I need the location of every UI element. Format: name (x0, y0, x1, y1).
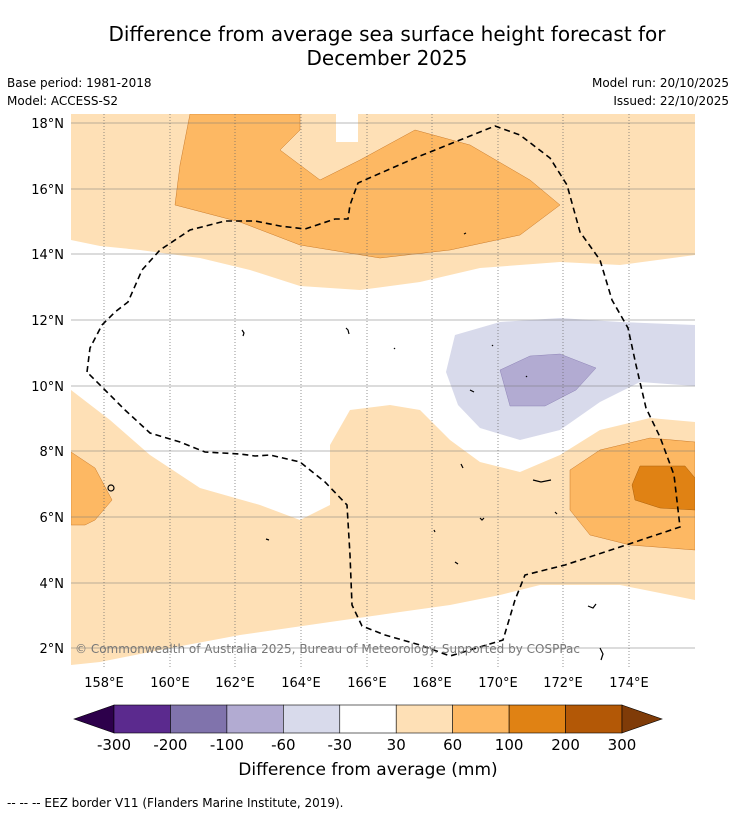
colorbar-tick-label: 30 (387, 736, 406, 754)
colorbar-tick-label: -200 (153, 736, 187, 754)
island (587, 603, 597, 609)
colorbar-extend-high (621, 704, 663, 734)
island (433, 529, 436, 533)
colorbar-segment (283, 704, 341, 734)
colorbar-tick-label: 60 (443, 736, 462, 754)
meta-left: Base period: 1981-2018 Model: ACCESS-S2 (7, 74, 152, 110)
colorbar-tick-label: -300 (97, 736, 131, 754)
base-period: Base period: 1981-2018 (7, 76, 152, 90)
island (393, 347, 396, 350)
title-line-2: December 2025 (306, 46, 468, 70)
lon-label: 166°E (347, 676, 387, 691)
title-line-1: Difference from average sea surface heig… (108, 22, 666, 46)
island (460, 463, 464, 469)
lat-label: 4°N (40, 577, 65, 592)
lon-label: 172°E (543, 676, 583, 691)
island (454, 561, 459, 565)
lon-label: 168°E (412, 676, 452, 691)
colorbar (73, 704, 663, 734)
lat-label: 8°N (40, 445, 65, 460)
eez-border (86, 125, 681, 657)
contour-30-60-south (71, 390, 695, 665)
colorbar-extend-low (73, 704, 115, 734)
colorbar-tick-label: -60 (271, 736, 296, 754)
lat-label: 6°N (40, 511, 65, 526)
model-name: Model: ACCESS-S2 (7, 94, 119, 108)
white-notch (336, 114, 358, 142)
colorbar-ticks: -300 -200 -100 -60 -30 30 60 100 200 300 (97, 736, 636, 754)
lat-label: 18°N (31, 117, 64, 132)
colorbar-tick-label: 300 (608, 736, 637, 754)
island (532, 479, 552, 483)
island (107, 484, 115, 492)
lon-label: 162°E (215, 676, 255, 691)
colorbar-label: Difference from average (mm) (238, 760, 498, 780)
lon-gridlines (103, 114, 630, 668)
island (525, 375, 528, 378)
island (241, 329, 245, 337)
eez-legend: -- -- -- EEZ border V11 (Flanders Marine… (7, 796, 344, 810)
lon-label: 158°E (84, 676, 124, 691)
colorbar-segment (113, 704, 171, 734)
colorbar-segment (508, 704, 566, 734)
colorbar-tick-label: 100 (495, 736, 524, 754)
island (599, 647, 604, 661)
contour-60-100-north (174, 114, 561, 259)
lon-labels: 158°E 160°E 162°E 164°E 166°E 168°E 170°… (84, 676, 649, 691)
lat-label: 16°N (31, 183, 64, 198)
lon-label: 164°E (281, 676, 321, 691)
meta-right: Model run: 20/10/2025 Issued: 22/10/2025 (592, 74, 729, 110)
lat-label: 14°N (31, 248, 64, 263)
colorbar-segment (339, 704, 397, 734)
island (554, 511, 558, 515)
map-figure: © Commonwealth of Australia 2025, Bureau… (31, 114, 695, 754)
contour-fields (71, 114, 695, 665)
lat-labels: 18°N 16°N 14°N 12°N 10°N 8°N 6°N 4°N 2°N (31, 117, 64, 657)
lat-label: 10°N (31, 380, 64, 395)
colorbar-segment (565, 704, 623, 734)
contour-60-100-west (71, 451, 113, 526)
gridlines (71, 122, 695, 649)
colorbar-segment (226, 704, 284, 734)
colorbar-segment (452, 704, 510, 734)
island (463, 232, 467, 235)
lon-label: 174°E (609, 676, 649, 691)
island (491, 344, 494, 347)
model-run: Model run: 20/10/2025 (591, 76, 729, 90)
island (479, 517, 485, 521)
island (469, 389, 475, 393)
colorbar-tick-label: 200 (551, 736, 580, 754)
map-title: Difference from average sea surface heig… (0, 22, 736, 70)
copyright-text: © Commonwealth of Australia 2025, Bureau… (75, 642, 580, 656)
lon-label: 170°E (478, 676, 518, 691)
colorbar-tick-label: -100 (210, 736, 244, 754)
lon-label: 160°E (150, 676, 190, 691)
lat-label: 2°N (40, 642, 65, 657)
island (265, 538, 270, 541)
colorbar-segment (395, 704, 453, 734)
island (345, 327, 350, 335)
issued-date: Issued: 22/10/2025 (613, 94, 729, 108)
contour-minus-60-100 (499, 353, 597, 407)
colorbar-tick-label: -30 (328, 736, 353, 754)
colorbar-segment (170, 704, 228, 734)
islands (107, 232, 604, 661)
lat-label: 12°N (31, 314, 64, 329)
